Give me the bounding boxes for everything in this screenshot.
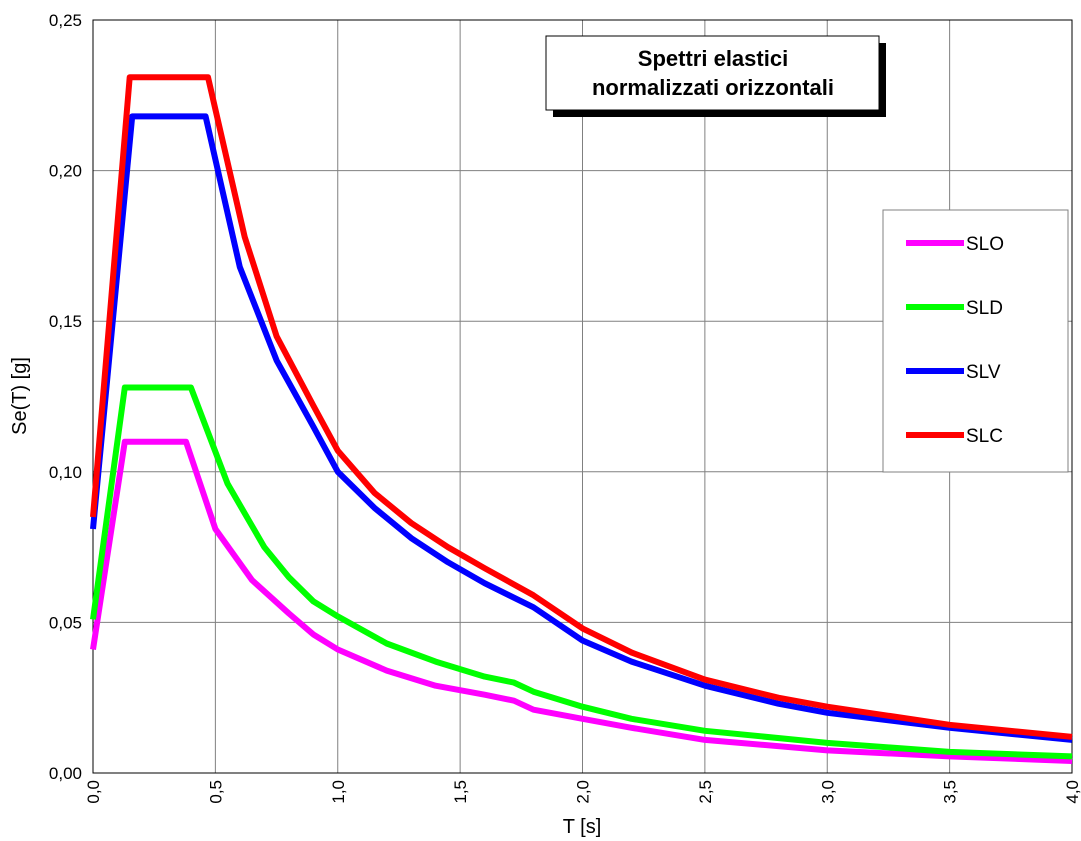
y-tick-label: 0,20: [49, 162, 82, 181]
y-tick-label: 0,10: [49, 463, 82, 482]
y-axis-title: Se(T) [g]: [9, 357, 31, 435]
x-tick-label: 0,0: [84, 780, 103, 804]
legend-label-sld: SLD: [966, 298, 1003, 319]
x-tick-label: 2,0: [574, 780, 593, 804]
y-tick-label: 0,05: [49, 613, 82, 632]
chart-title-box: Spettri elastici normalizzati orizzontal…: [546, 36, 886, 117]
x-tick-label: 0,5: [206, 780, 225, 804]
x-tick-labels: 0,0 0,5 1,0 1,5 2,0 2,5 3,0 3,5 4,0: [84, 780, 1081, 804]
y-tick-label: 0,00: [49, 764, 82, 783]
legend-label-slc: SLC: [966, 426, 1003, 447]
chart-title-line-2: normalizzati orizzontali: [592, 75, 834, 100]
x-tick-label: 4,0: [1063, 780, 1081, 804]
y-tick-label: 0,15: [49, 312, 82, 331]
legend: SLO SLD SLV SLC: [883, 210, 1068, 472]
x-tick-label: 3,0: [818, 780, 837, 804]
legend-label-slv: SLV: [966, 362, 1001, 383]
x-tick-label: 2,5: [696, 780, 715, 804]
x-axis-title: T [s]: [563, 816, 602, 838]
x-tick-label: 1,0: [329, 780, 348, 804]
x-tick-label: 3,5: [941, 780, 960, 804]
y-tick-labels: 0,00 0,05 0,10 0,15 0,20 0,25: [49, 11, 82, 783]
legend-label-slo: SLO: [966, 234, 1004, 255]
x-tick-label: 1,5: [451, 780, 470, 804]
chart-title-line-1: Spettri elastici: [638, 46, 788, 71]
y-tick-label: 0,25: [49, 11, 82, 30]
